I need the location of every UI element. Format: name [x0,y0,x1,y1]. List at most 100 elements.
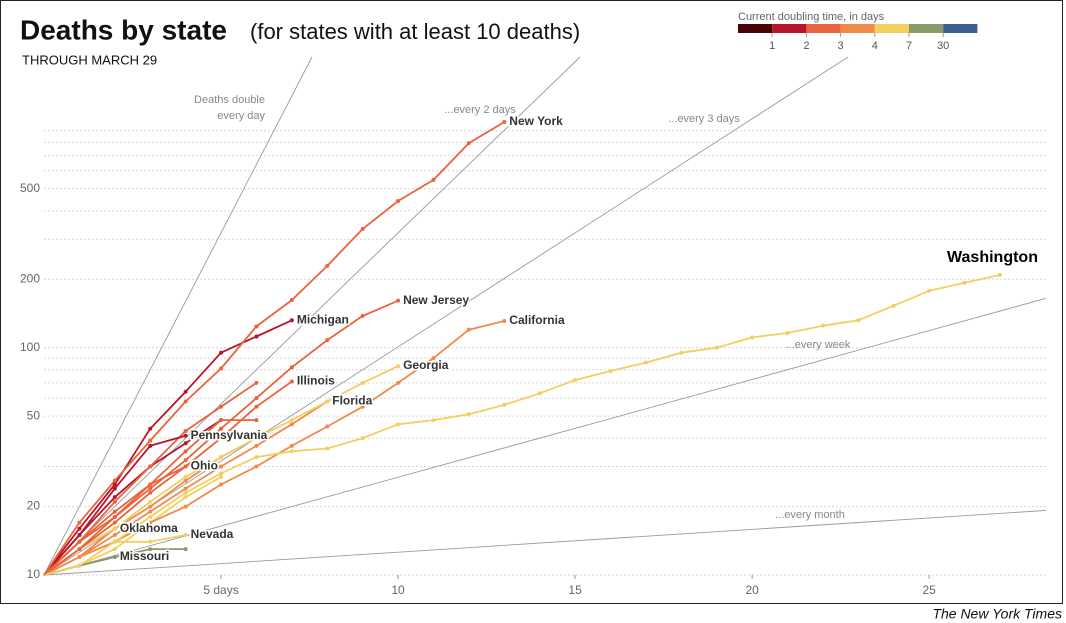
data-point [112,555,117,560]
reference-label: ...every month [775,509,845,521]
data-point [289,318,294,323]
data-point [183,547,188,552]
data-point [219,455,224,460]
data-point [431,418,436,423]
data-point [77,547,82,552]
data-point [183,478,188,483]
legend-label: 7 [906,40,912,52]
reference-line [43,297,1047,576]
data-point [466,412,471,417]
data-point [219,482,224,487]
legend-label: 2 [803,40,809,52]
data-point [289,365,294,370]
data-point [112,478,117,483]
data-point [325,424,330,429]
data-point [289,298,294,303]
chart-note: THROUGH MARCH 29 [22,52,157,67]
data-point [112,547,117,552]
series-dots [77,119,1002,568]
y-tick-label: 500 [20,181,40,195]
x-tick-label: 5 days [203,583,238,597]
data-point [183,532,188,537]
y-tick-label: 50 [27,408,41,422]
reference-label: ...every week [786,339,851,351]
data-point [219,426,224,431]
data-point [112,509,117,514]
data-point [962,280,967,285]
data-point [183,490,188,495]
data-point [254,418,259,423]
legend-swatch [806,24,841,33]
series-label: Pennsylvania [191,428,268,442]
data-point [219,350,224,355]
data-point [679,350,684,355]
legend-swatch [943,24,978,33]
data-point [219,418,224,423]
data-point [289,422,294,427]
data-point [148,464,153,469]
series-label: Illinois [297,374,335,388]
data-point [254,334,259,339]
data-point [396,198,401,203]
legend-label: 3 [838,40,844,52]
series-label: Georgia [403,358,449,372]
data-point [714,345,719,350]
data-point [112,482,117,487]
data-point [254,404,259,409]
data-point [112,499,117,504]
data-point [254,324,259,329]
data-point [360,226,365,231]
data-point [289,379,294,384]
data-point [77,555,82,560]
data-point [112,520,117,525]
y-tick-label: 200 [20,271,40,285]
data-point [148,482,153,487]
reference-label: ...every 3 days [668,113,740,125]
data-point [112,495,117,500]
data-point [396,422,401,427]
reference-line [43,56,313,576]
data-point [785,331,790,336]
data-point [289,449,294,454]
data-point [289,443,294,448]
data-point [183,474,188,479]
legend-title: Current doubling time, in days [738,11,885,23]
data-point [396,298,401,303]
data-point [431,177,436,182]
reference-line [43,56,581,576]
data-point [927,288,932,293]
data-point [77,539,82,544]
x-tick-label: 25 [922,583,936,597]
data-point [183,449,188,454]
y-tick-label: 100 [20,340,40,354]
data-point [466,327,471,332]
source: The New York Times [932,606,1062,622]
series-label: Michigan [297,312,349,326]
data-point [148,438,153,443]
legend-label: 1 [769,40,775,52]
data-point [183,429,188,434]
data-point [289,418,294,423]
chart-subtitle: (for states with at least 10 deaths) [250,19,580,44]
data-point [148,426,153,431]
reference-line [43,509,1047,576]
data-point [325,399,330,404]
series-line [43,380,293,576]
data-point [219,471,224,476]
legend-swatch [772,24,807,33]
reference-label: every day [217,110,265,122]
data-point [219,366,224,371]
data-point [148,490,153,495]
data-point [183,441,188,446]
data-point [183,458,188,463]
data-point [254,443,259,448]
data-point [77,520,82,525]
data-point [396,380,401,385]
data-point [112,514,117,519]
data-point [219,436,224,441]
data-point [502,319,507,324]
x-tick-label: 15 [568,583,582,597]
series-line [43,121,505,576]
data-point [643,360,648,365]
